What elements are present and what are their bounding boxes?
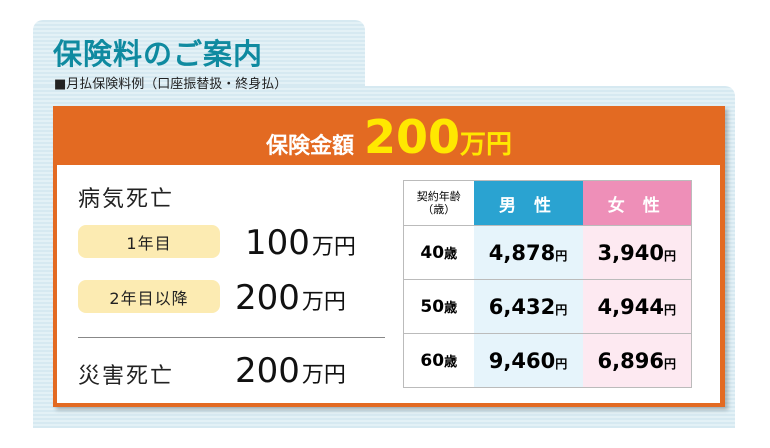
male-premium-cell: 4,878円	[473, 225, 583, 280]
premium-value: 6,896	[597, 348, 664, 373]
yen-unit: 円	[555, 302, 568, 317]
age-cell: 60歳	[403, 333, 474, 388]
age-header-line1: 契約年齢	[416, 190, 461, 203]
male-premium-cell: 6,432円	[473, 279, 583, 334]
banner-amount: 200	[363, 110, 461, 164]
age-value: 60	[420, 350, 445, 371]
divider	[78, 337, 385, 338]
age-cell: 40歳	[403, 225, 474, 280]
accident-heading: 災害死亡	[78, 364, 175, 389]
coverage-banner: 保険金額 200 万円	[53, 106, 725, 165]
banner-unit: 万円	[460, 130, 513, 160]
premium-value: 4,878	[488, 240, 556, 265]
age-header-line2: （歳）	[422, 203, 456, 216]
table-row: 40歳 4,878円 3,940円	[403, 225, 692, 280]
age-value: 50	[420, 296, 445, 317]
female-premium-cell: 3,940円	[582, 225, 692, 280]
age-header: 契約年齢 （歳）	[403, 180, 474, 226]
female-premium-cell: 4,944円	[582, 279, 692, 334]
period-badge-second-year-on: 2年目以降	[78, 280, 220, 313]
amount-unit: 万円	[301, 290, 346, 315]
illness-amount-second-year-on: 200 万円	[235, 278, 346, 318]
page-title: 保険料のご案内	[53, 37, 264, 71]
subtitle: ■月払保険料例（口座振替扱・終身払）	[54, 77, 288, 92]
female-header: 女 性	[582, 180, 692, 226]
table-header-row: 契約年齢 （歳） 男 性 女 性	[403, 180, 692, 226]
coverage-box: 保険金額 200 万円 病気死亡 1年目 100 万円 2年目以降 200 万円 災…	[53, 106, 725, 407]
amount-unit: 万円	[311, 235, 356, 260]
banner-label: 保険金額	[265, 134, 354, 159]
male-header: 男 性	[473, 180, 583, 226]
period-badge-first-year: 1年目	[78, 225, 220, 258]
age-cell: 50歳	[403, 279, 474, 334]
yen-unit: 円	[555, 248, 568, 263]
premium-value: 4,944	[597, 294, 664, 319]
yen-unit: 円	[663, 356, 676, 371]
premium-value: 3,940	[597, 240, 664, 265]
coverage-details: 病気死亡 1年目 100 万円 2年目以降 200 万円 災害死亡 200 万円 契約…	[57, 165, 720, 403]
premium-table: 契約年齢 （歳） 男 性 女 性 40歳 4,878円 3,940円 50歳 6,…	[403, 180, 692, 388]
yen-unit: 円	[663, 302, 676, 317]
male-premium-cell: 9,460円	[473, 333, 583, 388]
female-premium-cell: 6,896円	[582, 333, 692, 388]
age-unit: 歳	[444, 246, 458, 262]
premium-value: 9,460	[488, 348, 556, 373]
amount-value: 200	[235, 351, 300, 391]
illness-heading: 病気死亡	[78, 187, 175, 212]
table-row: 50歳 6,432円 4,944円	[403, 279, 692, 334]
age-unit: 歳	[444, 300, 458, 316]
illness-amount-first-year: 100 万円	[245, 223, 356, 263]
age-value: 40	[420, 242, 445, 263]
premium-value: 6,432	[488, 294, 556, 319]
amount-value: 100	[245, 223, 310, 263]
amount-unit: 万円	[301, 363, 346, 388]
table-row: 60歳 9,460円 6,896円	[403, 333, 692, 388]
age-unit: 歳	[444, 354, 458, 370]
yen-unit: 円	[663, 248, 676, 263]
accident-amount: 200 万円	[235, 351, 346, 391]
amount-value: 200	[235, 278, 300, 318]
yen-unit: 円	[555, 356, 568, 371]
